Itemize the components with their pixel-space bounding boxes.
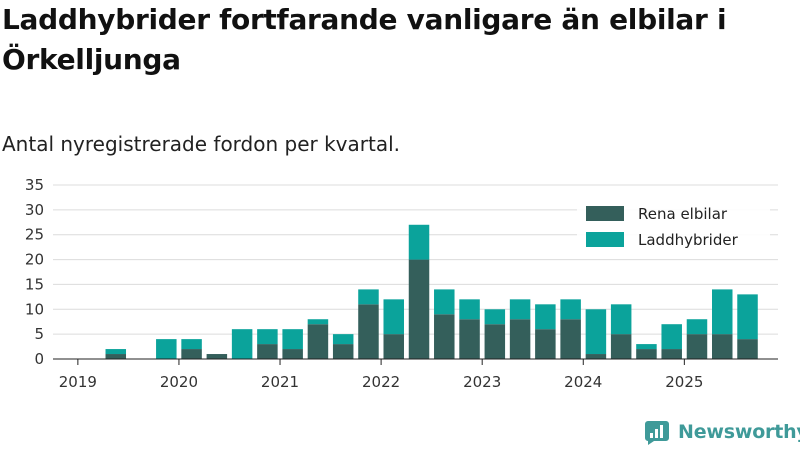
bar-rena-elbilar xyxy=(358,304,379,359)
bar-laddhybrider xyxy=(307,319,329,325)
y-tick-label: 5 xyxy=(34,325,44,343)
x-tick-label: 2022 xyxy=(362,373,400,391)
legend-swatch xyxy=(586,206,624,221)
chart-title: Laddhybrider fortfarande vanligare än el… xyxy=(2,3,727,76)
bar-rena-elbilar xyxy=(509,319,531,359)
bar-laddhybrider xyxy=(712,289,733,335)
bar-laddhybrider xyxy=(358,289,379,305)
y-axis-ticks: 0 5 10 15 20 25 30 35 xyxy=(25,176,44,368)
bar-rena-elbilar xyxy=(459,319,480,359)
bar-rena-elbilar xyxy=(712,334,733,359)
bar-rena-elbilar xyxy=(408,259,430,359)
bar-laddhybrider xyxy=(383,299,404,335)
x-tick-label: 2025 xyxy=(665,373,703,391)
bar-laddhybrider xyxy=(661,324,682,350)
bar-laddhybrider xyxy=(636,344,657,350)
bars xyxy=(105,224,758,359)
newsworthy-brand: Newsworthy xyxy=(644,419,800,445)
x-tick-label: 2020 xyxy=(160,373,198,391)
bar-laddhybrider xyxy=(282,329,303,350)
bar-laddhybrider xyxy=(560,299,581,320)
bar-laddhybrider xyxy=(509,299,531,320)
legend: Rena elbilar Laddhybrider xyxy=(577,197,770,259)
y-tick-label: 0 xyxy=(34,350,44,368)
y-tick-label: 20 xyxy=(25,251,44,269)
bar-laddhybrider xyxy=(332,334,354,345)
bar-rena-elbilar xyxy=(332,344,354,359)
y-tick-label: 25 xyxy=(25,226,44,244)
bar-rena-elbilar xyxy=(257,344,278,359)
bar-rena-elbilar xyxy=(282,349,303,359)
bar-laddhybrider xyxy=(408,224,430,260)
newsworthy-logo-text: Newsworthy xyxy=(678,421,800,443)
legend-label: Laddhybrider xyxy=(638,231,739,249)
bar-rena-elbilar xyxy=(610,334,632,359)
y-tick-label: 10 xyxy=(25,300,44,318)
bar-laddhybrider xyxy=(535,304,556,330)
legend-label: Rena elbilar xyxy=(638,205,728,223)
bar-laddhybrider xyxy=(484,309,506,325)
y-tick-label: 15 xyxy=(25,275,44,293)
x-axis-ticks: 2019 2020 2021 2022 2023 2024 2025 xyxy=(59,359,703,391)
bar-laddhybrider xyxy=(434,289,455,315)
bar-rena-elbilar xyxy=(636,349,657,359)
newsworthy-logo-icon xyxy=(645,421,669,445)
x-tick-label: 2019 xyxy=(59,373,97,391)
bar-rena-elbilar xyxy=(585,354,607,359)
y-tick-label: 35 xyxy=(25,176,44,194)
x-tick-label: 2021 xyxy=(261,373,299,391)
bar-laddhybrider xyxy=(610,304,632,335)
bar-laddhybrider xyxy=(156,339,177,359)
bar-laddhybrider xyxy=(257,329,278,345)
bar-rena-elbilar xyxy=(307,324,329,359)
bar-laddhybrider xyxy=(585,309,607,355)
bar-rena-elbilar xyxy=(686,334,708,359)
chart-subtitle: Antal nyregistrerade fordon per kvartal. xyxy=(2,132,401,156)
x-tick-label: 2024 xyxy=(564,373,602,391)
bar-rena-elbilar xyxy=(560,319,581,359)
bar-rena-elbilar xyxy=(661,349,682,359)
bar-laddhybrider xyxy=(686,319,708,335)
bar-rena-elbilar xyxy=(484,324,506,359)
bar-laddhybrider xyxy=(181,339,202,350)
y-tick-label: 30 xyxy=(25,201,44,219)
bar-rena-elbilar xyxy=(181,349,202,359)
legend-swatch xyxy=(586,232,624,247)
bar-rena-elbilar xyxy=(206,354,228,359)
bar-laddhybrider xyxy=(459,299,480,320)
bar-rena-elbilar xyxy=(383,334,404,359)
bar-laddhybrider xyxy=(231,329,253,359)
bar-rena-elbilar xyxy=(535,329,556,359)
bar-laddhybrider xyxy=(737,294,758,340)
bar-rena-elbilar xyxy=(737,339,758,359)
x-tick-label: 2023 xyxy=(463,373,501,391)
bar-rena-elbilar xyxy=(105,354,127,359)
bar-rena-elbilar xyxy=(434,314,455,359)
bar-laddhybrider xyxy=(105,349,127,355)
